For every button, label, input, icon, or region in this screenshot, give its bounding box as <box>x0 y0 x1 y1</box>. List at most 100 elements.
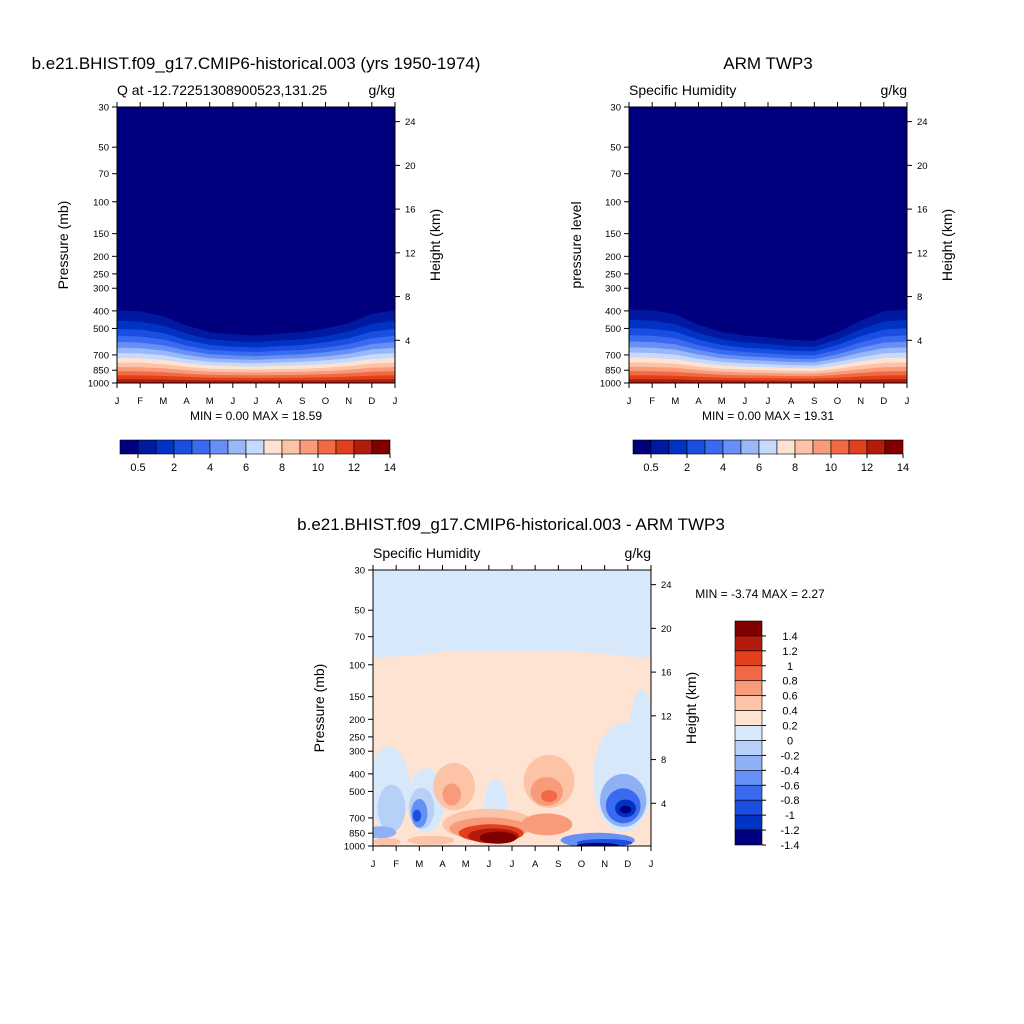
colorbar-label: -0.2 <box>781 750 800 762</box>
colorbar-label: -0.8 <box>781 795 800 807</box>
contour-blob <box>377 784 406 832</box>
panel-2-minmax: MIN = 0.00 MAX = 19.31 <box>702 409 834 423</box>
x-tick-label: J <box>766 396 771 407</box>
colorbar-swatch <box>245 439 265 455</box>
x-tick-label: N <box>345 396 352 407</box>
panel-1-units: g/kg <box>369 82 395 98</box>
colorbar-swatch <box>650 439 670 455</box>
panel-2-y2label: Height (km) <box>939 209 955 281</box>
x-tick-label: J <box>486 859 491 870</box>
x-tick-label: J <box>510 859 515 870</box>
colorbar-label: 1.2 <box>782 646 797 658</box>
y-tick-label: 150 <box>349 692 365 703</box>
x-tick-label: M <box>415 859 423 870</box>
colorbar-label: -1.4 <box>781 840 800 852</box>
y-tick-label: 300 <box>93 284 109 295</box>
colorbar-swatch <box>812 439 832 455</box>
colorbar-label: 12 <box>861 462 873 474</box>
y-tick-label: 1000 <box>88 379 109 390</box>
y-tick-label: 50 <box>354 606 365 617</box>
colorbar-label: 0.5 <box>643 462 658 474</box>
y2-tick-label: 16 <box>917 205 928 216</box>
colorbar-swatch <box>191 439 211 455</box>
colorbar-swatch <box>734 680 763 696</box>
y-tick-label: 200 <box>349 715 365 726</box>
panel-2-units: g/kg <box>881 82 907 98</box>
x-tick-label: A <box>532 859 539 870</box>
colorbar-label: 8 <box>279 462 285 474</box>
x-tick-label: J <box>254 396 259 407</box>
panel-3-minmax: MIN = -3.74 MAX = 2.27 <box>695 587 825 601</box>
colorbar-label: 0.6 <box>782 691 797 703</box>
y-tick-label: 200 <box>605 252 621 263</box>
contour-blob <box>442 783 462 806</box>
colorbar-label: 2 <box>171 462 177 474</box>
x-tick-label: A <box>788 396 795 407</box>
contour-blob <box>407 835 455 845</box>
colorbar-label: -1.2 <box>781 825 800 837</box>
y-tick-label: 70 <box>610 169 621 180</box>
y-tick-label: 30 <box>98 103 109 114</box>
contour-blob <box>540 789 558 803</box>
y-tick-label: 250 <box>605 269 621 280</box>
y2-tick-label: 12 <box>917 248 928 259</box>
y-tick-label: 150 <box>93 229 109 240</box>
y2-tick-label: 16 <box>405 205 416 216</box>
panel-1-plot: 30 50 70 100 150 200 250 300 400 500 700 850 1000 4 8 1… <box>88 102 416 407</box>
x-tick-label: J <box>905 396 910 407</box>
x-tick-label: F <box>649 396 655 407</box>
x-tick-label: M <box>206 396 214 407</box>
y-tick-label: 30 <box>610 103 621 114</box>
panel-1-y2label: Height (km) <box>427 209 443 281</box>
y-tick-label: 100 <box>605 197 621 208</box>
colorbar-swatch <box>119 439 139 455</box>
y-tick-label: 200 <box>93 252 109 263</box>
colorbar-swatch <box>686 439 706 455</box>
colorbar-swatch <box>227 439 247 455</box>
colorbar-swatch <box>884 439 904 455</box>
contour-fill <box>117 107 395 383</box>
x-tick-label: D <box>368 396 375 407</box>
x-tick-label: J <box>115 396 120 407</box>
colorbar-label: 2 <box>684 462 690 474</box>
colorbar-label: 8 <box>792 462 798 474</box>
y-tick-label: 300 <box>349 747 365 758</box>
colorbar-swatch <box>137 439 157 455</box>
colorbar-swatch <box>734 665 763 682</box>
x-tick-label: D <box>880 396 887 407</box>
colorbar-swatch <box>668 439 688 455</box>
panel-1-minmax: MIN = 0.00 MAX = 18.59 <box>190 409 322 423</box>
y-tick-label: 700 <box>349 813 365 824</box>
x-tick-label: N <box>601 859 608 870</box>
y-tick-label: 300 <box>605 284 621 295</box>
panel-2-ylabel: pressure level <box>568 201 584 288</box>
contour-band <box>117 379 395 383</box>
colorbar-label: 4 <box>207 462 213 474</box>
colorbar-swatch <box>335 439 355 455</box>
y-tick-label: 500 <box>349 787 365 798</box>
x-tick-label: A <box>695 396 702 407</box>
colorbar-swatch <box>371 439 391 455</box>
y-tick-label: 250 <box>93 269 109 280</box>
colorbar-swatch <box>734 710 763 726</box>
colorbar-label: 1 <box>787 661 793 673</box>
x-tick-label: N <box>857 396 864 407</box>
y2-tick-label: 8 <box>917 292 922 303</box>
colorbar-swatch <box>734 770 763 786</box>
colorbar-swatch <box>704 439 724 455</box>
colorbar-swatch <box>173 439 193 455</box>
colorbar-swatch <box>734 829 763 846</box>
panel-1-title: b.e21.BHIST.f09_g17.CMIP6-historical.003… <box>32 54 481 73</box>
y2-tick-label: 20 <box>661 624 672 635</box>
x-tick-label: F <box>393 859 399 870</box>
y2-tick-label: 16 <box>661 668 672 679</box>
y-tick-label: 1000 <box>600 379 621 390</box>
colorbar-swatch <box>776 439 796 455</box>
y-tick-label: 70 <box>98 169 109 180</box>
x-tick-label: M <box>671 396 679 407</box>
x-tick-label: O <box>578 859 585 870</box>
colorbar-label: -0.6 <box>781 780 800 792</box>
colorbar-swatch <box>734 620 763 637</box>
colorbar-swatch <box>758 439 778 455</box>
y2-tick-label: 4 <box>917 336 922 347</box>
